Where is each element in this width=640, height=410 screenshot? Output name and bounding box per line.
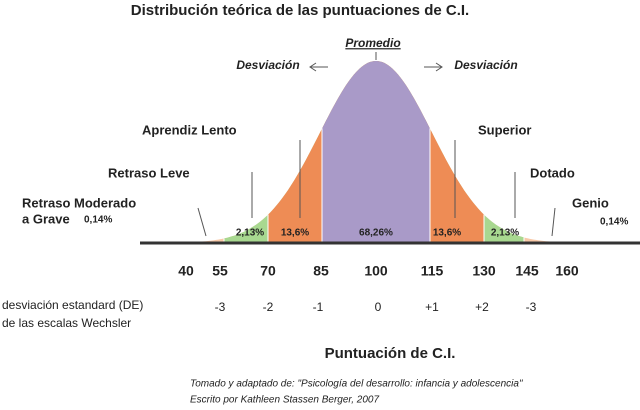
x-tick-label: 115 xyxy=(421,263,444,279)
de-value: +1 xyxy=(425,300,439,314)
x-tick-label: 130 xyxy=(472,263,496,279)
category-label: Retraso Leve xyxy=(108,165,190,180)
percent-label: 2,13% xyxy=(236,228,264,239)
x-tick-label: 70 xyxy=(260,263,276,279)
x-tick-label: 160 xyxy=(555,263,579,279)
percent-label: 2,13% xyxy=(491,228,519,239)
category-label: Superior xyxy=(478,122,531,137)
x-tick-label: 145 xyxy=(515,263,539,279)
source: Tomado y adaptado de: "Psicología del de… xyxy=(190,379,523,390)
de-value: -2 xyxy=(263,300,274,314)
de-value: +2 xyxy=(475,300,489,314)
de-label: de las escalas Wechsler xyxy=(2,316,131,330)
de-label: desviación estandard (DE) xyxy=(2,298,143,312)
category-label: Aprendiz Lento xyxy=(142,122,237,137)
percent-label: 13,6% xyxy=(281,228,309,239)
category-label: Retraso Moderado xyxy=(22,195,136,210)
desviacion-right: Desviación xyxy=(454,58,517,72)
de-value: 0 xyxy=(375,300,382,314)
percent-label: 68,26% xyxy=(359,228,393,239)
bell-curve xyxy=(140,61,640,243)
de-value: -3 xyxy=(215,300,226,314)
leader-lines xyxy=(197,52,556,237)
category-label: a Grave xyxy=(22,211,70,226)
de-value: -1 xyxy=(313,300,324,314)
percent-label: 0,14% xyxy=(84,215,112,226)
percent-label: 13,6% xyxy=(433,228,461,239)
desviacion-left: Desviación xyxy=(236,58,299,72)
source: Escrito por Kathleen Stassen Berger, 200… xyxy=(190,395,379,406)
title: Distribución teórica de las puntuaciones… xyxy=(131,2,469,19)
x-tick-label: 55 xyxy=(212,263,228,279)
x-title: Puntuación de C.I. xyxy=(325,345,456,362)
category-label: Genio xyxy=(572,195,609,210)
promedio: Promedio xyxy=(345,36,400,50)
x-tick-label: 85 xyxy=(313,263,329,279)
x-tick-label: 100 xyxy=(364,263,388,279)
category-label: Dotado xyxy=(530,165,575,180)
de-value: -3 xyxy=(526,300,537,314)
percent-label: 0,14% xyxy=(600,217,628,228)
x-tick-label: 40 xyxy=(178,263,194,279)
